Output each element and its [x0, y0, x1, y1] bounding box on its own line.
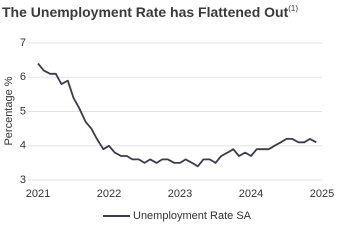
y-tick-label: 6 [20, 71, 26, 83]
x-tick-label: 2021 [26, 188, 50, 200]
x-tick-label: 2022 [97, 188, 121, 200]
y-axis-label: Percentage % [3, 76, 15, 145]
y-tick-label: 7 [20, 37, 26, 49]
data-line [37, 62, 317, 168]
legend-label: Unemployment Rate SA [133, 210, 252, 222]
y-tick-label: 5 [20, 105, 26, 117]
chart-title: The Unemployment Rate has Flattened Out(… [2, 4, 298, 20]
x-tick-label: 2023 [168, 188, 192, 200]
chart: The Unemployment Rate has Flattened Out(… [2, 4, 334, 222]
x-tick-label: 2024 [239, 188, 263, 200]
title-note: (1) [288, 4, 298, 13]
y-tick-label: 3 [20, 174, 26, 186]
y-tick-label: 4 [20, 140, 26, 152]
x-tick-label: 2025 [310, 188, 334, 200]
title-text: The Unemployment Rate has Flattened Out [2, 4, 289, 20]
